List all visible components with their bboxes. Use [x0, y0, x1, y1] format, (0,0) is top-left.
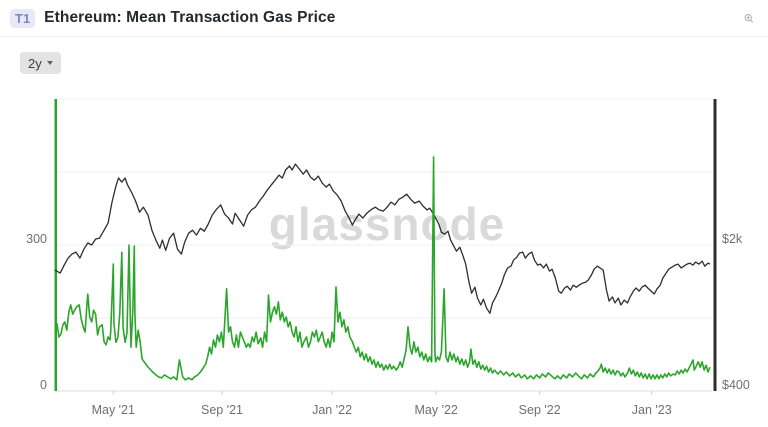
x-axis-label-may21: May '21 [91, 403, 135, 417]
zoom-in-button[interactable] [738, 7, 760, 29]
x-axis-label-jan23: Jan '23 [631, 403, 672, 417]
chevron-down-icon [46, 61, 53, 65]
y-axis-label-right-400: $400 [722, 378, 750, 392]
chart-title: Ethereum: Mean Transaction Gas Price [44, 9, 336, 26]
chart-type-badge: T1 [10, 8, 36, 28]
x-axis-label-may22: May '22 [414, 403, 458, 417]
time-range-selector[interactable]: 2y [20, 52, 61, 74]
y-axis-label-left-0: 0 [40, 378, 47, 392]
x-axis-label-jan22: Jan '22 [312, 403, 353, 417]
right-axis-bar-price [713, 99, 717, 391]
x-axis-label-sep22: Sep '22 [518, 403, 561, 417]
gridlines [55, 98, 712, 392]
x-axis-label-sep21: Sep '21 [201, 403, 244, 417]
price-line-series [54, 163, 711, 314]
magnifier-plus-icon [744, 13, 754, 23]
left-axis-bar-gas [54, 99, 57, 391]
time-range-label: 2y [28, 55, 42, 71]
chart-header: T1 Ethereum: Mean Transaction Gas Price [0, 0, 768, 37]
y-axis-label-right-2k: $2k [722, 232, 743, 246]
gas-price-line-series [54, 156, 711, 381]
x-axis-tick-marks [112, 391, 653, 395]
y-axis-label-left-300: 300 [26, 232, 47, 246]
